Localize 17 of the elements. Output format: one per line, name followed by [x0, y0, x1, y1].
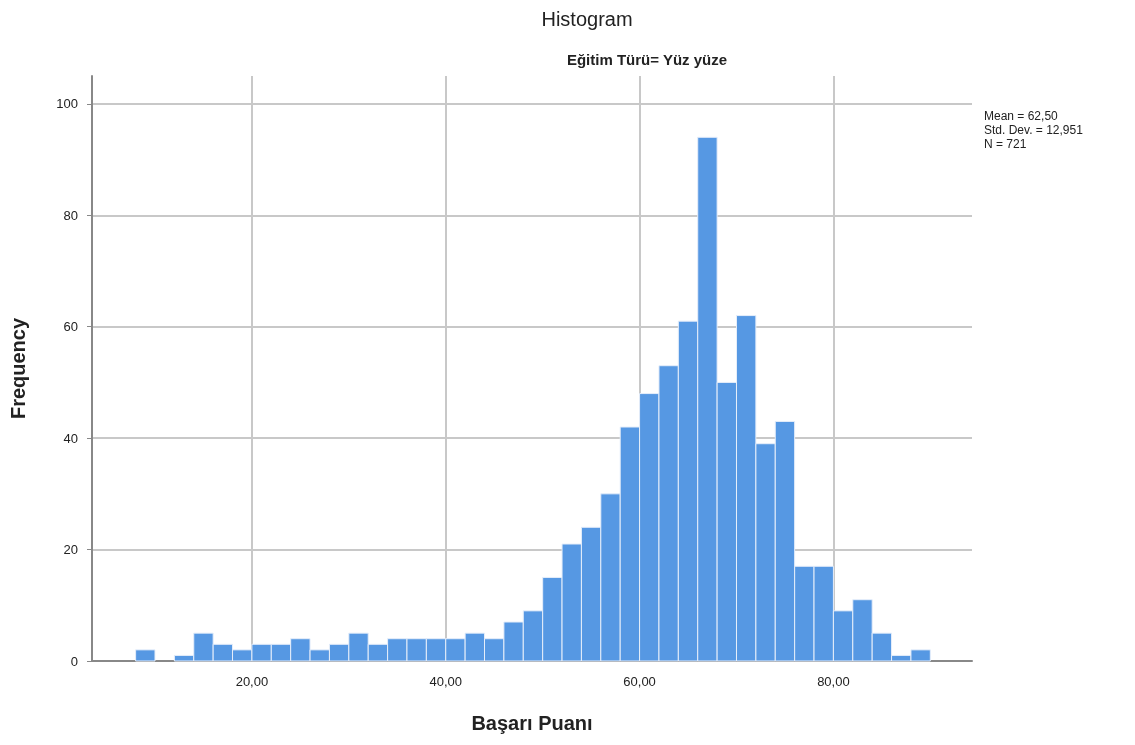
y-tick-label: 0 — [70, 653, 78, 669]
x-tick-label: 60,00 — [623, 674, 656, 689]
y-tick-label: 60 — [63, 319, 78, 335]
x-tick-label: 80,00 — [817, 674, 850, 689]
x-tick-label: 40,00 — [429, 674, 463, 689]
chart-title: Histogram — [541, 8, 633, 30]
y-tick-label: 80 — [63, 207, 78, 223]
text: Std. Dev. = 12,951 — [984, 123, 1084, 137]
y-axis-title: Frequency — [7, 317, 29, 420]
x-tick-label: 20,00 — [235, 674, 269, 689]
y-tick-label: 100 — [56, 96, 78, 112]
chart-subtitle: Eğitim Türü= Yüz yüze — [566, 51, 728, 68]
y-tick-label: 20 — [63, 542, 78, 558]
x-axis-title: Başarı Puanı — [471, 712, 593, 734]
y-tick-label: 40 — [63, 430, 78, 446]
text: Mean = 62,50 — [984, 109, 1059, 123]
text: N = 721 — [984, 137, 1027, 151]
